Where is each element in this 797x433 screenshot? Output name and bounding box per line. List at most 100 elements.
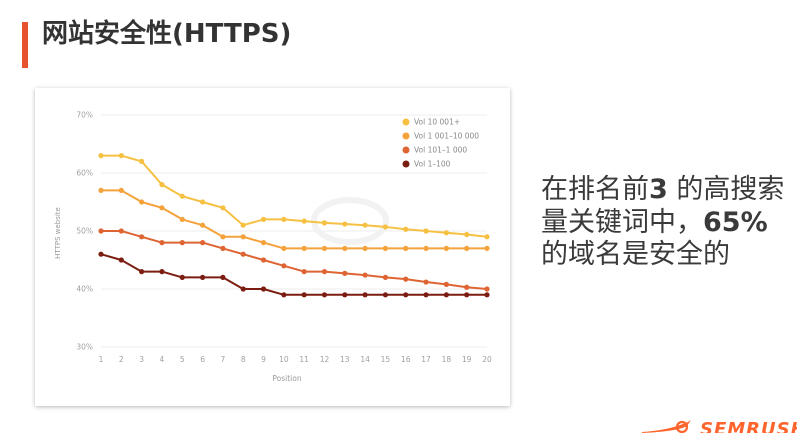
x-tick-label: 7 (221, 355, 226, 364)
chart-card: HTTPS website Position 30% 40% 50% 60% 70% 1 2… (35, 88, 510, 406)
data-point (382, 224, 389, 230)
title-accent-bar (22, 22, 28, 68)
statement-text-1: 在排名前 (541, 174, 649, 205)
x-tick-label: 6 (200, 355, 205, 364)
legend-label: Vol 1–100 (414, 160, 451, 169)
data-point (362, 272, 368, 278)
data-point (423, 279, 429, 285)
x-tick-label: 5 (180, 355, 185, 364)
data-point (199, 240, 206, 246)
x-tick-label: 4 (160, 355, 165, 364)
data-point (139, 269, 145, 275)
data-point (139, 199, 145, 205)
data-point (464, 245, 470, 251)
line-chart: HTTPS website Position 30%40%50%60%70%1 2… (54, 111, 492, 384)
data-point (260, 257, 267, 263)
data-point (443, 292, 449, 298)
x-tick-label: 11 (299, 355, 309, 364)
x-tick-label: 15 (381, 355, 391, 364)
data-point (159, 269, 165, 275)
data-point (443, 281, 449, 287)
data-point (301, 269, 307, 275)
data-point (382, 245, 389, 251)
y-tick-label: 70% (76, 111, 93, 120)
data-point (342, 245, 348, 251)
data-point (423, 245, 429, 251)
data-point (179, 240, 185, 246)
data-point (118, 153, 124, 159)
brand-footer: SEMRUSH (636, 418, 797, 433)
y-tick-label: 30% (76, 343, 93, 352)
series-line (101, 189, 487, 250)
data-point (98, 187, 104, 193)
legend-marker (402, 118, 410, 126)
series-line (101, 154, 488, 238)
statement-text-3: 的域名是安全的 (541, 239, 730, 270)
data-point (118, 187, 124, 193)
brand-name: SEMRUSH (700, 419, 797, 433)
data-point (342, 221, 348, 227)
data-point (382, 292, 389, 298)
data-point (281, 245, 287, 251)
data-point (484, 292, 490, 298)
data-point (159, 205, 165, 211)
data-point (220, 245, 226, 251)
legend-marker (402, 132, 410, 140)
semrush-fire-logo-icon (642, 420, 691, 433)
data-point (240, 251, 246, 257)
data-point (98, 228, 104, 234)
x-tick-label: 13 (340, 355, 350, 364)
data-point (484, 245, 490, 251)
data-point (159, 182, 165, 188)
data-point (484, 286, 490, 292)
x-tick-label: 12 (320, 355, 330, 364)
data-point (321, 269, 328, 275)
legend-label: Vol 10 001+ (414, 118, 460, 127)
x-tick-label: 18 (442, 355, 452, 364)
legend-label: Vol 101–1 000 (414, 146, 467, 155)
x-tick-label: 9 (261, 355, 266, 364)
data-point (240, 286, 246, 292)
y-axis-label: HTTPS website (54, 207, 62, 259)
data-point (301, 292, 307, 298)
data-point (321, 245, 328, 251)
statement-text-2: 的高搜索量关键词中， (541, 174, 785, 238)
data-point (260, 216, 267, 222)
data-point (281, 292, 287, 298)
legend-label: Vol 1 001–10 000 (414, 132, 479, 141)
data-point (98, 153, 104, 159)
data-point (199, 199, 206, 205)
legend-marker (402, 160, 410, 168)
slide-title: 网站安全性(HTTPS) (42, 19, 292, 49)
series-line (100, 253, 487, 296)
data-point (199, 274, 206, 280)
data-point (98, 251, 104, 257)
data-point (139, 158, 145, 164)
data-point (362, 222, 368, 228)
data-point (301, 245, 307, 251)
x-tick-label: 8 (241, 355, 246, 364)
data-point (464, 292, 470, 298)
data-point (118, 228, 124, 234)
data-point (179, 193, 185, 199)
data-point (199, 222, 206, 228)
data-point (423, 292, 429, 298)
x-tick-label: 2 (119, 355, 124, 364)
data-point (403, 226, 409, 232)
data-point (403, 276, 409, 282)
x-tick-label: 17 (421, 355, 431, 364)
data-point (260, 286, 267, 292)
data-point (423, 228, 429, 234)
y-tick-label: 60% (76, 169, 93, 178)
data-point (362, 292, 368, 298)
y-tick-label: 40% (76, 285, 93, 294)
data-point (321, 220, 328, 226)
data-point (443, 230, 449, 236)
x-tick-label: 20 (482, 355, 492, 364)
data-point (220, 205, 226, 211)
data-point (159, 240, 165, 246)
data-point (484, 234, 490, 240)
x-tick-label: 16 (401, 355, 411, 364)
data-point (342, 270, 348, 276)
data-point (281, 263, 287, 269)
